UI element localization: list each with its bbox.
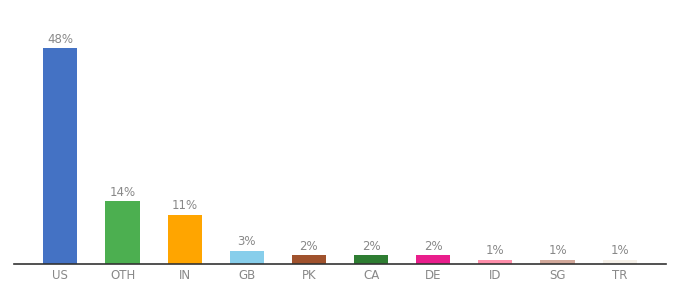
Bar (167, 214, 202, 264)
Bar (354, 255, 388, 264)
Bar (478, 260, 513, 264)
Text: 3%: 3% (237, 235, 256, 248)
Text: 1%: 1% (486, 244, 505, 257)
Text: 1%: 1% (611, 244, 629, 257)
Bar (292, 255, 326, 264)
Text: 11%: 11% (171, 199, 198, 212)
Text: 1%: 1% (548, 244, 567, 257)
Text: 2%: 2% (300, 240, 318, 253)
Bar (602, 260, 636, 264)
Bar (44, 48, 78, 264)
Text: 2%: 2% (362, 240, 380, 253)
Bar (541, 260, 575, 264)
Bar (105, 201, 139, 264)
Bar (416, 255, 450, 264)
Bar (230, 250, 264, 264)
Text: 14%: 14% (109, 186, 135, 199)
Text: 2%: 2% (424, 240, 443, 253)
Text: 48%: 48% (48, 33, 73, 46)
